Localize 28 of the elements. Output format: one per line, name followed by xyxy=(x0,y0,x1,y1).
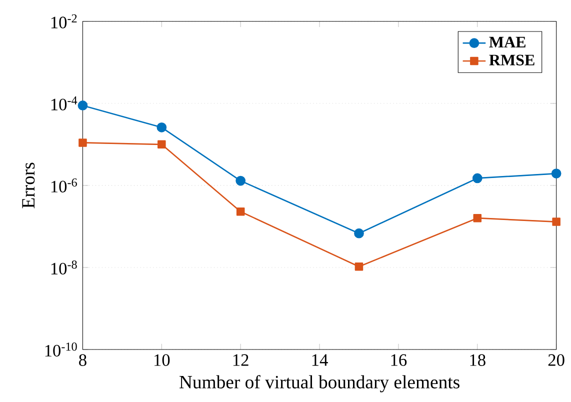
y-tick-label: 10$^{-2}$ xyxy=(51,14,77,29)
x-tick-label: 10 xyxy=(154,354,170,366)
point xyxy=(236,208,245,216)
point xyxy=(472,174,482,184)
point xyxy=(551,168,562,179)
point xyxy=(78,138,87,148)
point xyxy=(78,100,88,111)
point xyxy=(354,228,364,238)
x-tick-label: 14 xyxy=(312,354,328,366)
x-axis-title: Number of virtual boundary elements xyxy=(180,375,460,393)
point xyxy=(552,218,560,226)
legend-label: MAE xyxy=(489,37,526,48)
x-tick-label: 18 xyxy=(470,354,486,366)
y-tick-label: 10$^{-6}$ xyxy=(51,178,77,193)
x-tick-label: 16 xyxy=(391,354,407,366)
point xyxy=(473,214,482,222)
y-axis-title: Errors xyxy=(22,163,35,208)
y-tick-label: 10$^{-10}$ xyxy=(45,342,77,357)
legend-label: RMSE xyxy=(489,54,534,66)
y-tick-label: 10$^{-8}$ xyxy=(51,260,77,275)
x-tick-label: 8 xyxy=(79,354,86,366)
x-tick-label: 12 xyxy=(233,354,248,366)
y-tick-label: 10$^{-4}$ xyxy=(51,96,78,111)
point xyxy=(156,122,167,133)
point xyxy=(236,176,246,186)
point xyxy=(354,262,364,271)
x-tick-label: 20 xyxy=(548,354,564,366)
point xyxy=(158,140,166,149)
